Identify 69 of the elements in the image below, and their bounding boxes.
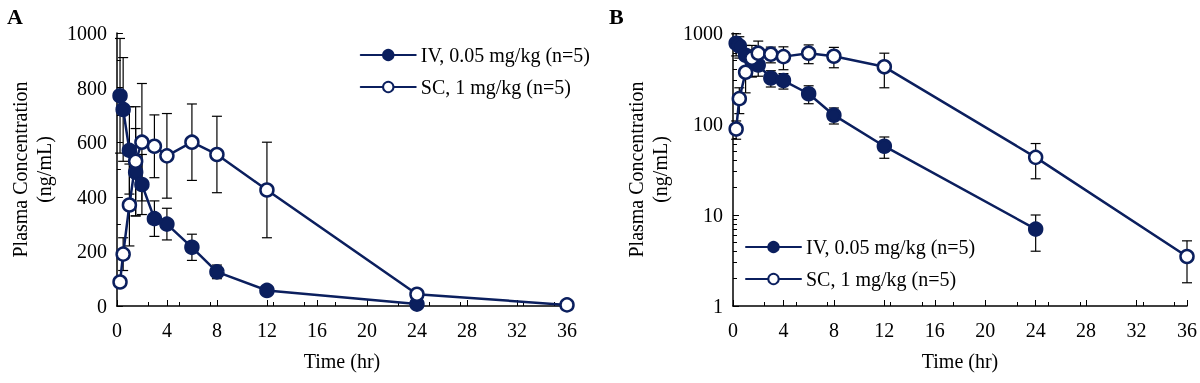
chart-title: A <box>7 3 23 29</box>
x-axis-title: Time (hr) <box>303 350 381 373</box>
point <box>115 101 131 118</box>
point <box>876 138 893 154</box>
point <box>159 216 175 232</box>
point <box>134 176 150 193</box>
x-tick-label: 8 <box>211 319 222 341</box>
x-tick-label: 36 <box>557 319 577 341</box>
x-tick-label: 0 <box>728 319 738 341</box>
point <box>159 148 175 164</box>
point <box>184 134 200 150</box>
y-axis-title: Plasma Concentration (ng/mL) <box>625 81 673 258</box>
x-tick-label: 32 <box>1126 319 1147 341</box>
point <box>1027 221 1044 237</box>
chart-title: B <box>609 3 624 29</box>
point <box>731 90 748 107</box>
point <box>1179 248 1195 265</box>
point <box>121 197 138 213</box>
point <box>115 246 131 262</box>
x-tick-label: 0 <box>111 319 122 341</box>
x-tick-label: 20 <box>975 319 996 341</box>
point <box>146 138 163 155</box>
x-tick-label: 8 <box>828 319 839 341</box>
point <box>1027 149 1044 166</box>
point <box>112 88 128 104</box>
x-tick-label: 36 <box>1177 319 1197 341</box>
x-tick-label: 28 <box>456 319 477 341</box>
y-tick-label: 1000 <box>66 22 107 44</box>
legend-label: SC, 1 mg/kg (n=5) <box>420 76 571 99</box>
point <box>259 282 275 299</box>
x-tick-label: 24 <box>406 319 427 341</box>
point <box>737 64 754 81</box>
point <box>184 239 200 256</box>
legend-label: IV, 0.05 mg/kg (n=5) <box>806 236 976 259</box>
y-axis-title: Plasma Concentration (ng/mL) <box>9 81 56 258</box>
point <box>146 210 163 227</box>
x-tick-label: 24 <box>1025 319 1046 341</box>
x-tick-label: 12 <box>256 319 277 341</box>
legend-label: IV, 0.05 mg/kg (n=5) <box>420 44 591 67</box>
point <box>826 48 842 65</box>
point <box>259 182 275 198</box>
x-axis-title: Time (hr) <box>921 350 999 373</box>
y-tick-label: 10 <box>703 204 723 226</box>
x-tick-label: 4 <box>778 319 789 341</box>
x-tick-label: 28 <box>1076 319 1097 341</box>
y-tick-label: 800 <box>76 76 107 99</box>
y-tick-label: 1000 <box>683 22 723 44</box>
point <box>876 59 893 75</box>
y-tick-label: 1 <box>713 295 723 317</box>
x-tick-label: 4 <box>161 319 172 341</box>
point <box>750 45 766 61</box>
y-tick-label: 200 <box>76 240 107 263</box>
y-tick-label: 100 <box>693 113 723 135</box>
point <box>112 274 128 290</box>
point <box>209 146 225 163</box>
point <box>559 297 575 313</box>
point <box>121 142 138 159</box>
point <box>728 121 744 137</box>
y-tick-label: 600 <box>76 131 107 154</box>
x-tick-label: 16 <box>924 319 945 341</box>
point <box>134 134 150 150</box>
x-tick-label: 16 <box>306 319 327 341</box>
x-tick-label: 32 <box>506 319 527 341</box>
y-tick-label: 0 <box>96 295 107 317</box>
x-tick-label: 20 <box>356 319 377 341</box>
point <box>800 45 817 61</box>
legend-label: SC, 1 mg/kg (n=5) <box>806 268 957 291</box>
x-tick-label: 12 <box>874 319 895 341</box>
y-tick-label: 400 <box>76 185 107 208</box>
